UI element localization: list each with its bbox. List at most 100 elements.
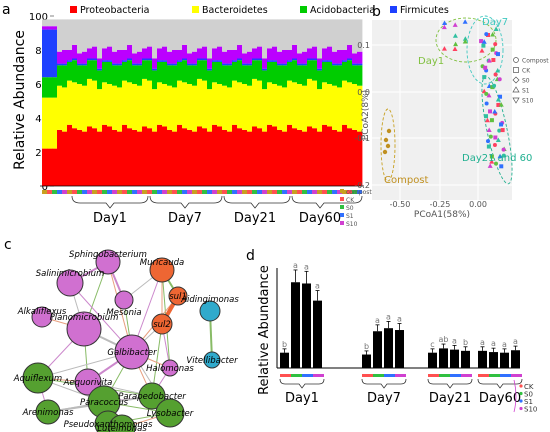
stacked-bar-segment (292, 19, 298, 45)
stacked-bar-segment (302, 51, 308, 64)
pcoa-point (385, 143, 391, 149)
stacked-bar-segment (357, 131, 363, 186)
y-tick-label: 100 (29, 12, 48, 23)
stacked-bar-segment (262, 70, 268, 90)
stacked-bar-segment (322, 82, 328, 125)
stacked-bar-segment (42, 29, 48, 78)
stacked-bar-segment (322, 61, 328, 83)
network-node (155, 398, 185, 428)
stacked-bar-segment (47, 77, 53, 98)
stacked-bar-segment (42, 97, 48, 149)
sample-color-strip (347, 190, 352, 194)
sample-color-strip (317, 190, 322, 194)
stacked-bar-segment (167, 51, 173, 64)
stacked-bar-segment (187, 53, 193, 64)
stacked-bar-segment (302, 65, 308, 86)
stacked-bar-segment (237, 19, 243, 45)
group-color-strip (280, 374, 291, 377)
shape-legend-label: CK (522, 68, 531, 75)
stacked-bar-segment (237, 82, 243, 129)
stacked-bar-segment (92, 80, 98, 129)
stacked-bar-segment (112, 51, 118, 64)
stacked-bar-segment (132, 63, 138, 66)
shape-legend-label: S10 (522, 98, 534, 105)
group-color-strip (439, 374, 450, 377)
stacked-bar-segment (57, 51, 63, 64)
stacked-bar-segment (97, 70, 103, 90)
bar (280, 352, 289, 368)
stacked-bar-segment (282, 65, 288, 88)
panel-c-label: c (4, 237, 12, 253)
stacked-bar-segment (147, 128, 153, 186)
stacked-bar-segment (332, 51, 338, 64)
stacked-bar-segment (252, 58, 258, 61)
significance-letter: a (480, 338, 485, 347)
pcoa-point (452, 33, 458, 38)
stacked-bar-segment (327, 60, 333, 62)
pcoa-point (488, 134, 493, 139)
stacked-bar-segment (117, 131, 123, 186)
stacked-bar-segment (287, 61, 293, 81)
stacked-bar-segment (207, 58, 213, 69)
stacked-bar-segment (157, 48, 163, 61)
panel-d-label: d (246, 248, 255, 264)
stacked-bar-segment (317, 68, 323, 71)
stacked-bar-segment (267, 19, 273, 49)
group-label: Day1 (285, 391, 319, 406)
group-color-strip (478, 374, 489, 377)
stacked-bar-segment (347, 44, 353, 59)
sample-color-strip (117, 190, 122, 194)
stacked-bar-segment (117, 19, 123, 50)
stacked-bar-segment (237, 128, 243, 186)
pcoa-point (495, 96, 501, 102)
legend-label: CK (524, 383, 534, 391)
stacked-bar-segment (272, 46, 278, 61)
stacked-bar-segment (157, 60, 163, 62)
group-brace (477, 378, 523, 389)
stacked-bar-segment (142, 78, 148, 127)
stacked-bar-segment (327, 84, 333, 127)
pcoa-point (495, 67, 501, 73)
group-label: Day1 (93, 211, 127, 226)
significance-letter: a (397, 314, 402, 323)
stacked-bar-segment (262, 89, 268, 132)
sample-color-strip (87, 190, 92, 194)
stacked-bar-segment (272, 61, 278, 84)
bar (450, 349, 459, 368)
sample-color-strip (57, 190, 62, 194)
stacked-bar-segment (67, 60, 73, 62)
group-color-strip (291, 374, 302, 377)
stacked-bar-segment (197, 48, 203, 59)
panel-a-stacked-bars (40, 19, 364, 187)
ellipse-compost (380, 108, 396, 182)
stacked-bar-segment (107, 61, 113, 84)
stacked-bar-segment (107, 19, 113, 47)
stacked-bar-segment (77, 84, 83, 130)
stacked-bar-segment (57, 85, 63, 130)
stacked-bar-segment (197, 60, 203, 79)
stacked-bar-segment (122, 50, 128, 61)
network-node-label: sul1 (169, 292, 187, 302)
stacked-bar-segment (122, 19, 128, 50)
stacked-bar-segment (297, 63, 303, 66)
stacked-bar-segment (107, 60, 113, 62)
stacked-bar-segment (237, 58, 243, 61)
group-brace (149, 195, 223, 209)
sample-color-strip (92, 190, 97, 194)
group-color-strip (362, 374, 373, 377)
bar (373, 331, 382, 368)
significance-letter: a (304, 262, 309, 271)
pcoa-point (486, 127, 492, 133)
sample-color-strip (227, 190, 232, 194)
significance-letter: b (282, 340, 287, 349)
network-node (114, 334, 150, 370)
stacked-bar-segment (177, 50, 183, 61)
group-color-strip (511, 374, 522, 377)
legend-label: S0 (524, 391, 533, 399)
stacked-bar-segment (182, 60, 188, 83)
stacked-bar-segment (337, 131, 343, 186)
stacked-bar-segment (312, 19, 318, 47)
significance-letter: a (452, 336, 457, 345)
sample-color-strip (262, 190, 267, 194)
stacked-bar-segment (357, 63, 363, 66)
